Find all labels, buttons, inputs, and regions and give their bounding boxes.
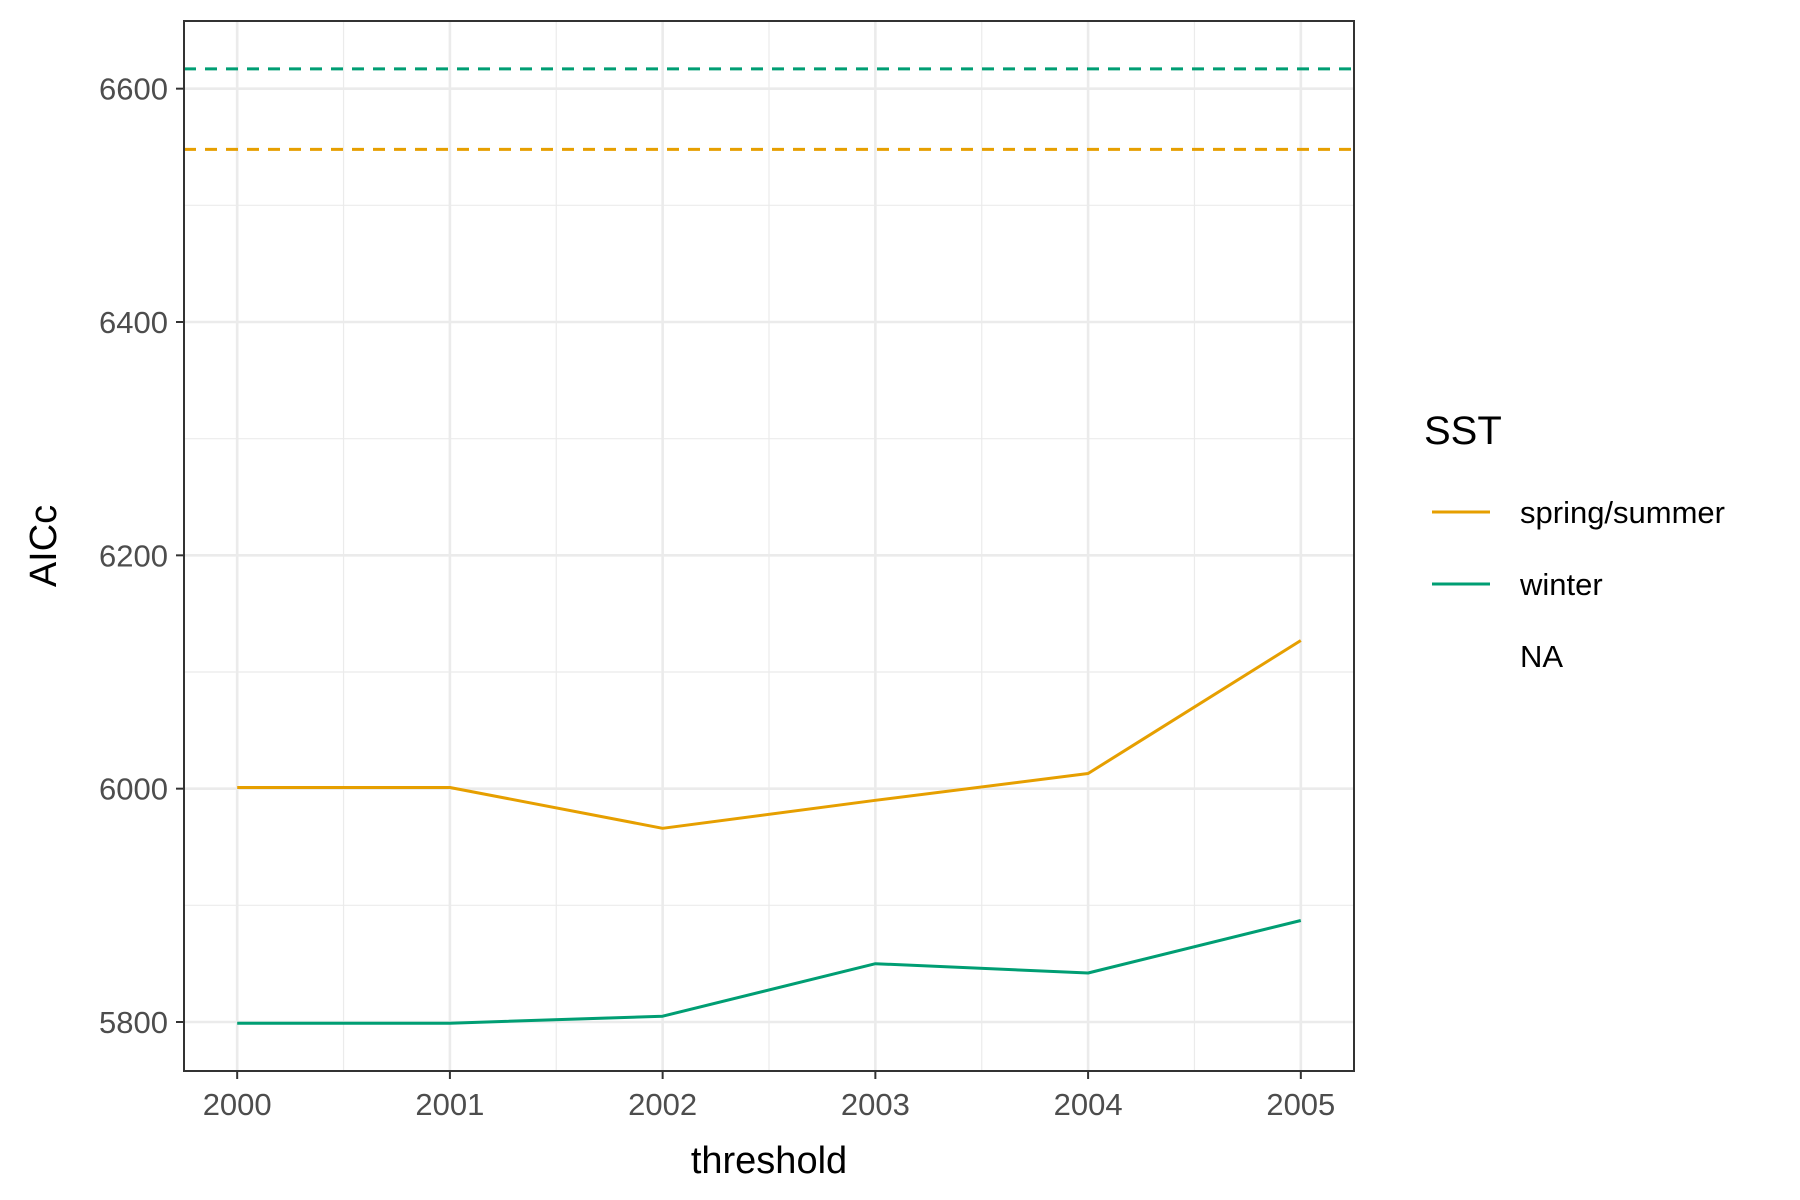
x-axis-title: threshold xyxy=(691,1140,847,1182)
legend-label: NA xyxy=(1520,639,1563,674)
legend: SST spring/summer winter NA xyxy=(1424,409,1725,674)
y-tick-label: 6200 xyxy=(99,538,168,573)
x-tick-label: 2005 xyxy=(1266,1087,1335,1122)
reference-lines xyxy=(184,67,1354,151)
series-line-spring-summer xyxy=(237,639,1302,830)
y-tick-label: 6000 xyxy=(99,772,168,807)
x-tick-label: 2002 xyxy=(628,1087,697,1122)
legend-label: spring/summer xyxy=(1520,495,1725,530)
legend-label: winter xyxy=(1519,567,1603,602)
legend-title: SST xyxy=(1424,409,1502,453)
grid-major xyxy=(184,21,1354,1071)
series-line-winter xyxy=(237,919,1302,1025)
x-tick-label: 2000 xyxy=(203,1087,272,1122)
x-tick-label: 2001 xyxy=(415,1087,484,1122)
x-axis: 2000 2001 2002 2003 2004 2005 xyxy=(203,1071,1335,1122)
grid-minor xyxy=(184,21,1354,1071)
plot-panel-border xyxy=(183,20,1355,1072)
x-tick-label: 2003 xyxy=(841,1087,910,1122)
series-lines xyxy=(237,639,1302,1025)
y-axis: 5800 6000 6200 6400 6600 xyxy=(99,72,184,1040)
y-tick-label: 6400 xyxy=(99,305,168,340)
x-tick-label: 2004 xyxy=(1054,1087,1123,1122)
y-tick-label: 5800 xyxy=(99,1005,168,1040)
y-tick-label: 6600 xyxy=(99,72,168,107)
y-axis-title: AICc xyxy=(23,505,65,587)
